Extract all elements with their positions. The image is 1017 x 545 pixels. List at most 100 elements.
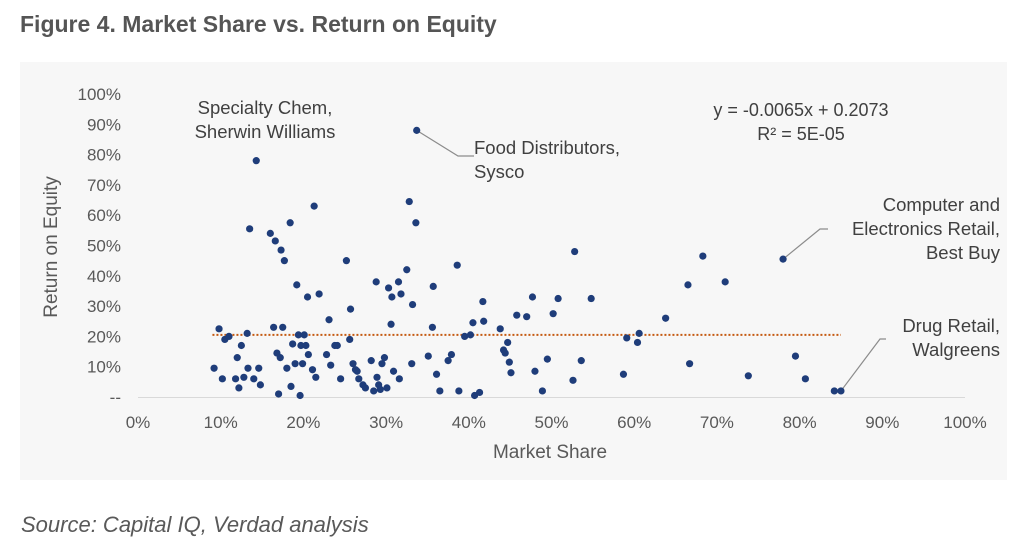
x-tick-label: 60% [617, 413, 651, 432]
data-point [372, 278, 380, 286]
data-point [231, 375, 240, 383]
data-point [255, 364, 263, 372]
data-point [577, 357, 585, 365]
data-point [412, 219, 420, 227]
x-tick-label: 50% [534, 413, 568, 432]
data-point [444, 357, 452, 365]
r-squared-label: R² = 5E-05 [757, 124, 845, 144]
data-point [279, 323, 287, 331]
data-point [505, 358, 513, 366]
annotation-label: Computer and [883, 194, 1000, 215]
data-point [633, 338, 642, 347]
data-point [304, 350, 312, 359]
data-point [370, 387, 378, 395]
data-point [246, 225, 254, 233]
data-point [315, 290, 323, 298]
data-point [619, 370, 628, 378]
data-point [388, 293, 396, 301]
data-point [699, 252, 707, 260]
data-point [266, 229, 274, 237]
data-point [801, 375, 809, 383]
data-point [274, 390, 283, 398]
data-point [455, 387, 463, 395]
data-point [549, 310, 557, 318]
data-point [543, 355, 551, 363]
data-point [297, 341, 305, 350]
data-point [479, 297, 487, 306]
data-point [523, 313, 531, 321]
data-point [294, 331, 303, 339]
data-point [447, 350, 456, 359]
data-point [346, 335, 354, 344]
data-point [384, 284, 393, 292]
data-point [432, 370, 441, 378]
data-point [513, 311, 521, 319]
data-point [256, 381, 264, 389]
y-axis: -- 10% 20% 30% 40% 50% 60% 70% 80% 90% 100% [78, 85, 121, 407]
annotation-label: Sherwin Williams [195, 121, 336, 142]
y-tick-label: 60% [87, 206, 121, 225]
x-tick-label: 100% [943, 413, 986, 432]
data-point [635, 329, 643, 337]
y-axis-title: Return on Equity [41, 176, 62, 318]
data-point [744, 372, 752, 380]
data-point [538, 387, 547, 395]
data-point [293, 281, 301, 289]
data-point [353, 367, 361, 375]
data-point [424, 352, 432, 360]
data-point [280, 257, 288, 265]
annotation-leader-line [782, 228, 828, 260]
x-axis-title: Market Share [493, 442, 607, 463]
data-point [830, 387, 838, 395]
data-point [252, 157, 260, 165]
data-point [243, 329, 251, 337]
data-point [270, 323, 278, 331]
data-point [466, 331, 475, 339]
data-point [308, 366, 317, 374]
x-tick-label: 80% [783, 413, 817, 432]
data-points [210, 126, 845, 400]
y-tick-label: 30% [87, 297, 121, 316]
data-point [408, 360, 416, 368]
data-point [475, 388, 484, 397]
data-point [436, 387, 444, 395]
data-point [662, 314, 670, 322]
data-point [367, 357, 375, 365]
data-point [403, 266, 411, 274]
data-point [380, 354, 389, 362]
y-tick-label: 50% [87, 237, 121, 256]
equation-label: y = -0.0065x + 0.2073 [713, 100, 888, 120]
y-tick-label: 100% [78, 85, 121, 104]
data-point [342, 257, 351, 265]
data-point [300, 331, 308, 339]
data-point [480, 317, 488, 325]
data-point [554, 294, 562, 303]
data-point [721, 278, 729, 286]
data-point [429, 282, 437, 291]
data-point [322, 350, 331, 359]
data-point [569, 376, 577, 384]
data-point [218, 375, 226, 383]
data-point [571, 247, 579, 256]
data-point [291, 360, 299, 368]
data-point [349, 360, 357, 368]
data-point [233, 354, 241, 362]
data-point [531, 367, 539, 375]
data-point [378, 360, 386, 368]
data-point [286, 219, 294, 227]
source-note: Source: Capital IQ, Verdad analysis [21, 512, 369, 537]
x-tick-label: 0% [126, 413, 151, 432]
data-point [312, 373, 320, 381]
y-tick-label: -- [110, 388, 121, 407]
data-point [684, 281, 692, 289]
data-point [587, 294, 595, 303]
data-point [496, 325, 504, 333]
data-point [215, 325, 223, 333]
data-point [289, 340, 297, 348]
data-point [623, 334, 631, 342]
data-point [325, 316, 333, 324]
data-point [296, 391, 304, 400]
data-point [302, 341, 310, 350]
data-point [413, 126, 421, 134]
data-point [298, 360, 307, 368]
